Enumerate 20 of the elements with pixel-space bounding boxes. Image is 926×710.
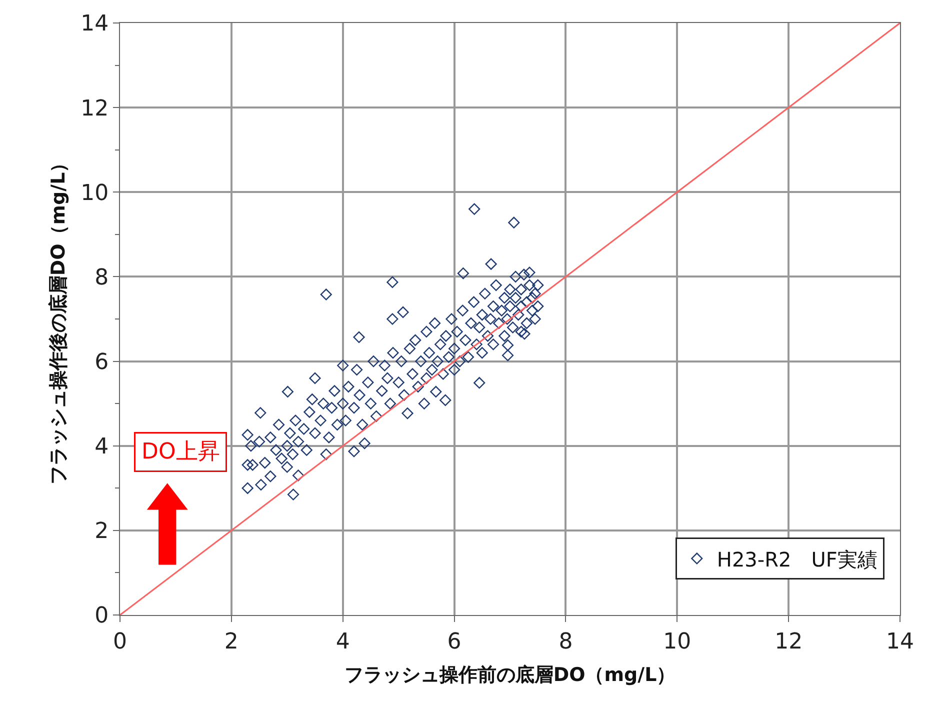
y-tick-label: 8 [94, 265, 109, 290]
annotation: DO上昇 [142, 440, 220, 464]
y-tick-label: 12 [80, 96, 109, 122]
y-tick-label: 6 [94, 350, 109, 375]
x-tick-label: 6 [447, 629, 462, 654]
x-tick-label: 2 [224, 629, 238, 654]
y-tick-label: 10 [80, 180, 109, 206]
x-tick-label: 12 [774, 629, 803, 654]
y-tick-label: 14 [80, 12, 109, 37]
y-tick-label: 0 [94, 604, 109, 629]
x-tick-label: 8 [558, 629, 573, 654]
x-tick-label: 0 [113, 629, 127, 654]
y-axis-title: フラッシュ操作後の底層DO（mg/L） [47, 153, 70, 485]
legend-label: H23-R2 UF実績 [716, 547, 878, 572]
x-tick-label: 10 [663, 629, 692, 654]
x-tick-label: 14 [886, 629, 914, 654]
y-tick-label: 4 [94, 434, 109, 460]
x-axis-title: フラッシュ操作前の底層DO（mg/L） [344, 664, 676, 686]
x-tick-label: 4 [336, 629, 350, 654]
y-tick-label: 2 [94, 519, 109, 544]
